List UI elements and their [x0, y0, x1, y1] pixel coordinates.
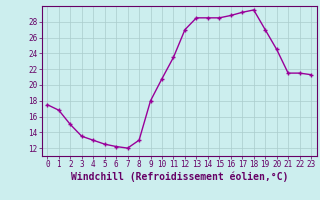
X-axis label: Windchill (Refroidissement éolien,°C): Windchill (Refroidissement éolien,°C)	[70, 172, 288, 182]
